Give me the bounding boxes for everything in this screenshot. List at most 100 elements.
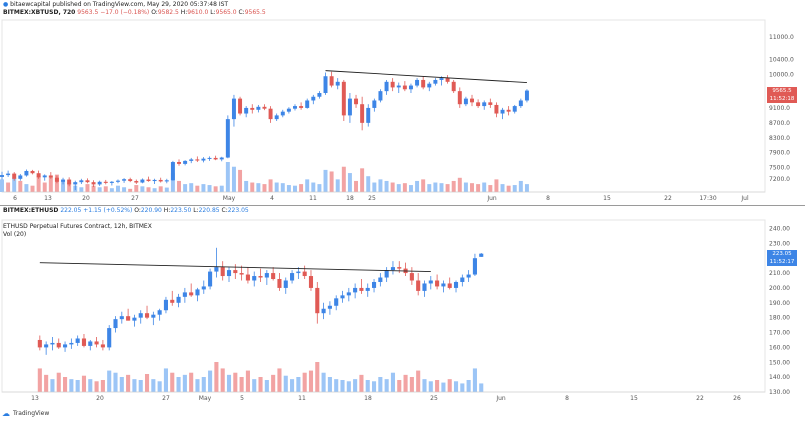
candle-body — [441, 283, 446, 287]
candle-body — [91, 182, 96, 185]
volume-bar — [451, 180, 456, 192]
candle-body — [177, 162, 181, 164]
candle-body — [433, 79, 438, 84]
volume-bar — [63, 377, 68, 392]
volume-bar — [293, 185, 297, 192]
price-tick-label: 150.00 — [769, 359, 790, 366]
price-tick-label: 8300.0 — [769, 135, 790, 142]
candle-body — [170, 162, 175, 181]
volume-bar — [299, 184, 304, 192]
candle-body — [378, 277, 383, 282]
volume-bar — [428, 381, 433, 392]
xbt-closeval: 9565.5 — [244, 9, 266, 16]
price-tick-label: 230.00 — [769, 240, 790, 247]
volume-bar — [44, 374, 49, 392]
volume-bar — [347, 173, 352, 192]
candle-body — [445, 78, 450, 82]
time-tick-label: 18 — [346, 195, 354, 202]
candle-body — [494, 104, 499, 114]
volume-bar — [286, 185, 291, 192]
candle-body — [359, 287, 364, 291]
volume-bar — [107, 370, 112, 392]
volume-bar — [115, 185, 120, 192]
candle-body — [390, 81, 395, 88]
volume-bar — [422, 379, 427, 392]
candle-body — [67, 179, 72, 185]
volume-bar — [317, 184, 322, 192]
volume-bar — [445, 184, 450, 192]
last-price-tag: 9565.5 — [767, 86, 797, 95]
candle-body — [290, 273, 295, 281]
eth-close: 222.05 — [60, 207, 82, 214]
time-tick-label: 22 — [664, 195, 672, 202]
candle-body — [100, 344, 105, 348]
candle-body — [416, 280, 421, 291]
candle-body — [335, 81, 340, 86]
candle-body — [334, 298, 339, 306]
volume-bar — [433, 182, 438, 192]
volume-bar — [88, 379, 93, 392]
last-price-tag: 223.05 — [767, 249, 797, 258]
time-tick-label: 20 — [96, 395, 104, 402]
volume-bar — [170, 173, 175, 192]
candle-body — [183, 160, 188, 164]
volume-bar — [163, 368, 168, 392]
volume-bar — [122, 187, 127, 192]
volume-bar — [18, 180, 23, 192]
volume-bar — [103, 186, 108, 192]
price-tick-label: 7900.0 — [769, 150, 790, 157]
volume-bar — [518, 180, 523, 192]
candle-body — [176, 296, 181, 303]
volume-bar — [183, 184, 188, 192]
candle-body — [277, 279, 282, 288]
candle-body — [283, 280, 288, 288]
volume-bar — [384, 180, 389, 192]
volume-bar — [315, 362, 320, 392]
price-tick-label: 7500.0 — [769, 165, 790, 172]
volume-bar — [341, 166, 346, 192]
candle-body — [164, 180, 169, 182]
time-tick-label: 27 — [162, 395, 170, 402]
volume-bar — [201, 184, 206, 192]
candle-body — [213, 157, 218, 160]
volume-bar — [208, 370, 213, 392]
volume-bar — [482, 182, 487, 192]
tradingview-logo-icon: ● — [3, 1, 9, 8]
candle-body — [268, 108, 273, 120]
candle-body — [244, 107, 249, 114]
candle-body — [119, 316, 124, 320]
candle-body — [466, 274, 471, 278]
volume-bar — [360, 168, 365, 192]
volume-bar — [463, 182, 468, 192]
time-tick-label: 25 — [430, 395, 438, 402]
volume-bar — [311, 182, 316, 192]
time-tick-label: 22 — [696, 395, 704, 402]
candle-body — [195, 289, 200, 296]
volume-bar — [42, 182, 47, 192]
xbt-chart[interactable]: 11000.0 10400.0 10000.0 9100.0 8700.0 8300.0 7… — [0, 14, 805, 204]
time-tick-label: 5 — [240, 395, 244, 402]
candle-body — [219, 157, 224, 160]
volume-bar — [277, 368, 282, 392]
candle-body — [327, 305, 332, 309]
candle-body — [315, 287, 320, 314]
volume-bar — [201, 377, 206, 392]
time-tick-label: 8 — [565, 395, 569, 402]
candle-body — [264, 273, 269, 278]
candle-body — [397, 267, 402, 269]
candle-body — [103, 181, 108, 183]
eth-closeval: 223.05 — [227, 207, 249, 214]
volume-bar — [274, 182, 279, 192]
volume-bar — [264, 380, 269, 392]
plot-area — [1, 19, 766, 193]
volume-bar — [140, 186, 145, 192]
candle-body — [422, 283, 427, 291]
volume-bar — [500, 184, 505, 192]
candle-body — [6, 173, 11, 176]
time-tick-label: 11 — [298, 395, 306, 402]
volume-bar — [79, 187, 84, 192]
volume-bar — [220, 368, 225, 392]
volume-bar — [24, 184, 29, 192]
eth-chart[interactable]: 240.00230.00220.00210.00200.00190.00180.… — [0, 214, 805, 406]
volume-bar — [372, 182, 377, 192]
